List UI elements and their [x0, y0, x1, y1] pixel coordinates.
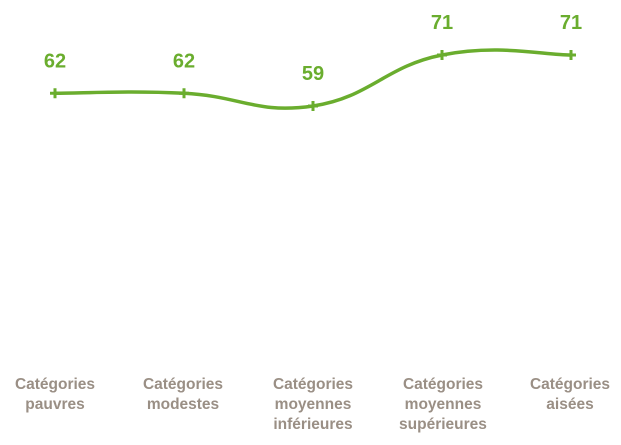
data-label: 71: [431, 12, 453, 34]
markers-group: [50, 50, 576, 111]
data-label: 62: [173, 50, 195, 72]
data-label: 71: [560, 12, 582, 34]
category-label: Catégories moyennes supérieures: [399, 376, 487, 433]
category-label: Catégories moyennes inférieures: [273, 376, 353, 433]
category-label: Catégories aisées: [530, 376, 610, 413]
category-labels-group: Catégories pauvres Catégories modestes Catég…: [15, 376, 610, 433]
data-labels-group: 62 62 59 71 71: [44, 12, 582, 85]
data-point-marker: [179, 88, 189, 99]
data-label: 62: [44, 50, 66, 72]
category-label: Catégories pauvres: [15, 376, 95, 413]
data-point-marker: [566, 50, 576, 60]
data-label: 59: [302, 63, 324, 85]
category-label: Catégories modestes: [143, 376, 223, 413]
data-point-marker: [308, 101, 318, 111]
data-point-marker: [50, 88, 60, 99]
data-point-marker: [437, 50, 447, 60]
